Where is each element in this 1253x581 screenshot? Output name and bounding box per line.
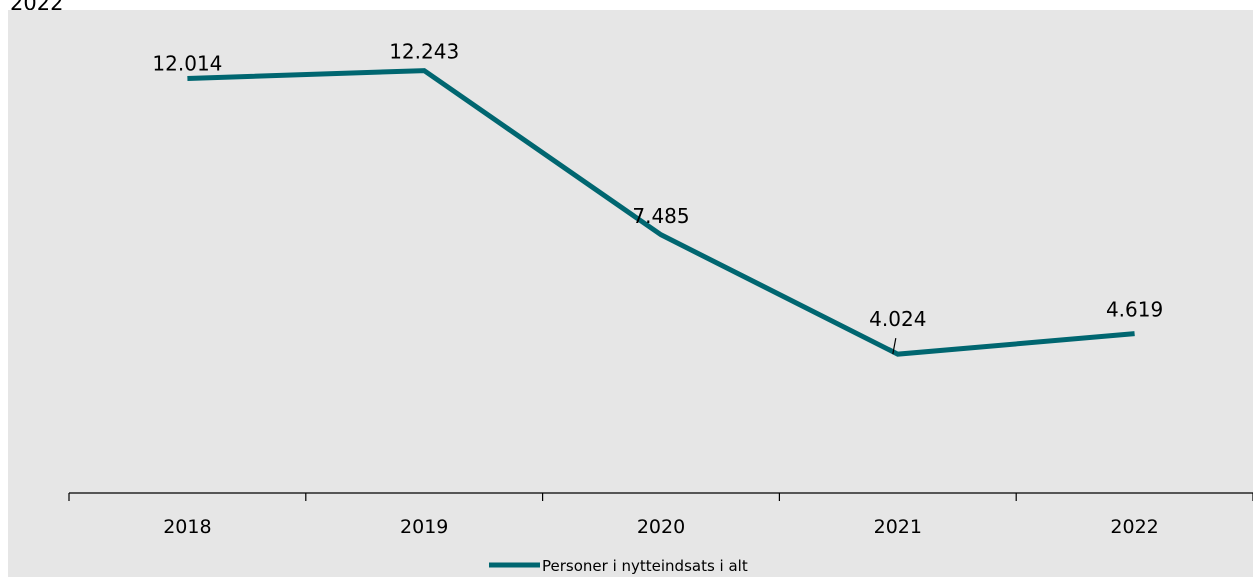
legend-label: Personer i nytteindsats i alt (542, 557, 748, 575)
data-label: 7.485 (632, 204, 689, 228)
chart-area: 2018 2019 2020 2021 2022 12.014 12.243 7.485 4.… (8, 10, 1253, 577)
data-label: 12.243 (389, 40, 459, 64)
x-axis-ticks (68, 493, 1253, 501)
line-chart: 2018 2019 2020 2021 2022 12.014 12.243 7.485 4.… (8, 10, 1253, 577)
data-label: 4.619 (1106, 298, 1163, 322)
x-tick-label: 2018 (163, 516, 211, 538)
plot-background (8, 10, 1253, 577)
data-labels: 12.014 12.243 7.485 4.024 4.619 (152, 40, 1163, 355)
x-tick-label: 2022 (1110, 516, 1158, 538)
data-label-leader (892, 338, 897, 355)
series-line (187, 68, 1135, 357)
x-tick-label: 2021 (874, 516, 922, 538)
data-label: 12.014 (152, 52, 222, 76)
x-tick-label: 2020 (637, 516, 685, 538)
x-axis-labels: 2018 2019 2020 2021 2022 (163, 516, 1159, 538)
legend: Personer i nytteindsats i alt (489, 557, 748, 575)
x-tick-label: 2019 (400, 516, 448, 538)
data-label: 4.024 (869, 307, 926, 331)
